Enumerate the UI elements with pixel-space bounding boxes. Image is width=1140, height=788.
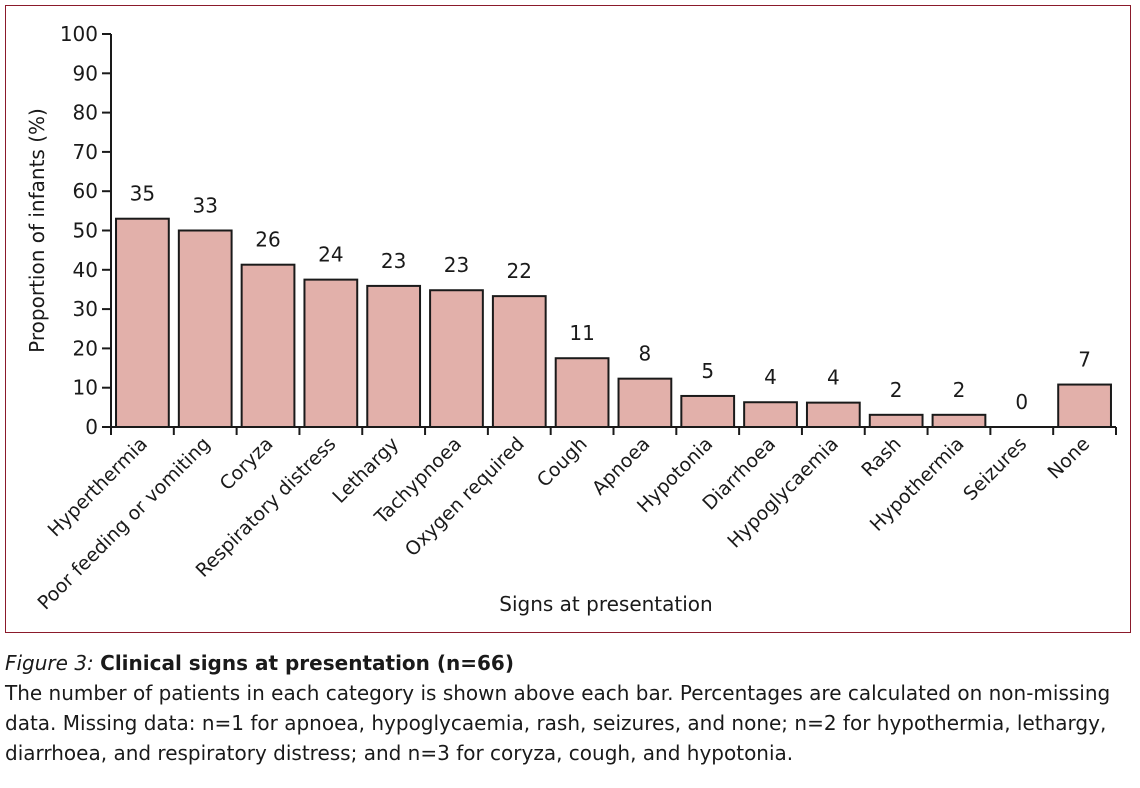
bar-value-label: 4	[764, 365, 777, 389]
bar-value-label: 33	[192, 194, 217, 218]
category-label: None	[1044, 433, 1095, 484]
bar-value-label: 2	[890, 378, 903, 402]
y-tick-label: 40	[73, 258, 98, 282]
bar	[177, 229, 233, 428]
category-label: Rash	[857, 433, 905, 481]
bar-value-label: 4	[827, 366, 840, 390]
y-tick-label: 90	[73, 61, 98, 85]
y-tick-label: 70	[73, 140, 98, 164]
category-label: Seizures	[959, 433, 1031, 505]
caption-title-line: Figure 3: Clinical signs at presentation…	[5, 648, 1135, 678]
figure-number: Figure 3:	[5, 651, 94, 675]
category-label: Cough	[533, 433, 592, 492]
bar-value-label: 35	[130, 182, 155, 206]
bar	[1057, 383, 1112, 428]
bar-value-label: 22	[507, 259, 532, 283]
bar-value-label: 8	[639, 342, 652, 366]
chart-frame: 0 10 20 30 40 50 60 70 80 90 100 35 33 26 24 23 23 22 11 8…	[5, 5, 1131, 633]
bar	[491, 295, 547, 429]
x-axis-title: Signs at presentation	[499, 592, 712, 616]
category-label: Oxygen required	[401, 433, 529, 561]
y-tick-label: 0	[85, 415, 98, 439]
bar	[115, 217, 170, 428]
bar-value-label: 7	[1078, 348, 1091, 372]
bar-value-label: 23	[444, 253, 469, 277]
bars	[115, 217, 1112, 429]
y-tick-label: 30	[73, 297, 98, 321]
category-label: Coryza	[216, 433, 278, 495]
bar-value-label: 23	[381, 249, 406, 273]
bar	[240, 263, 296, 429]
bar	[554, 357, 610, 429]
bar-value-label: 0	[1015, 390, 1028, 414]
y-tick-label: 10	[73, 376, 98, 400]
bar-value-label: 5	[701, 359, 714, 383]
y-axis-title: Proportion of infants (%)	[25, 108, 49, 353]
figure-note: The number of patients in each category …	[5, 681, 1111, 765]
y-tick-label: 50	[73, 219, 98, 243]
category-label: Hypoglycaemia	[723, 433, 843, 553]
bar-value-label: 11	[569, 321, 594, 345]
bar	[617, 377, 673, 429]
bar	[680, 394, 736, 429]
bar	[868, 413, 924, 428]
y-axis: 0 10 20 30 40 50 60 70 80 90 100	[60, 22, 112, 439]
bar-value-label: 2	[953, 378, 966, 402]
bar	[429, 289, 484, 428]
figure-title: Clinical signs at presentation (n=66)	[100, 651, 514, 675]
bar-value-label: 24	[318, 243, 343, 267]
bar	[743, 401, 798, 428]
y-tick-label: 80	[73, 101, 98, 125]
y-tick-label: 100	[60, 22, 98, 46]
bar	[303, 278, 359, 428]
bar	[805, 401, 861, 429]
bar-value-label: 26	[255, 228, 280, 252]
bar	[366, 284, 422, 428]
y-tick-label: 20	[73, 336, 98, 360]
y-tick-label: 60	[73, 179, 98, 203]
bar	[931, 413, 987, 428]
figure-caption: Figure 3: Clinical signs at presentation…	[5, 648, 1135, 768]
